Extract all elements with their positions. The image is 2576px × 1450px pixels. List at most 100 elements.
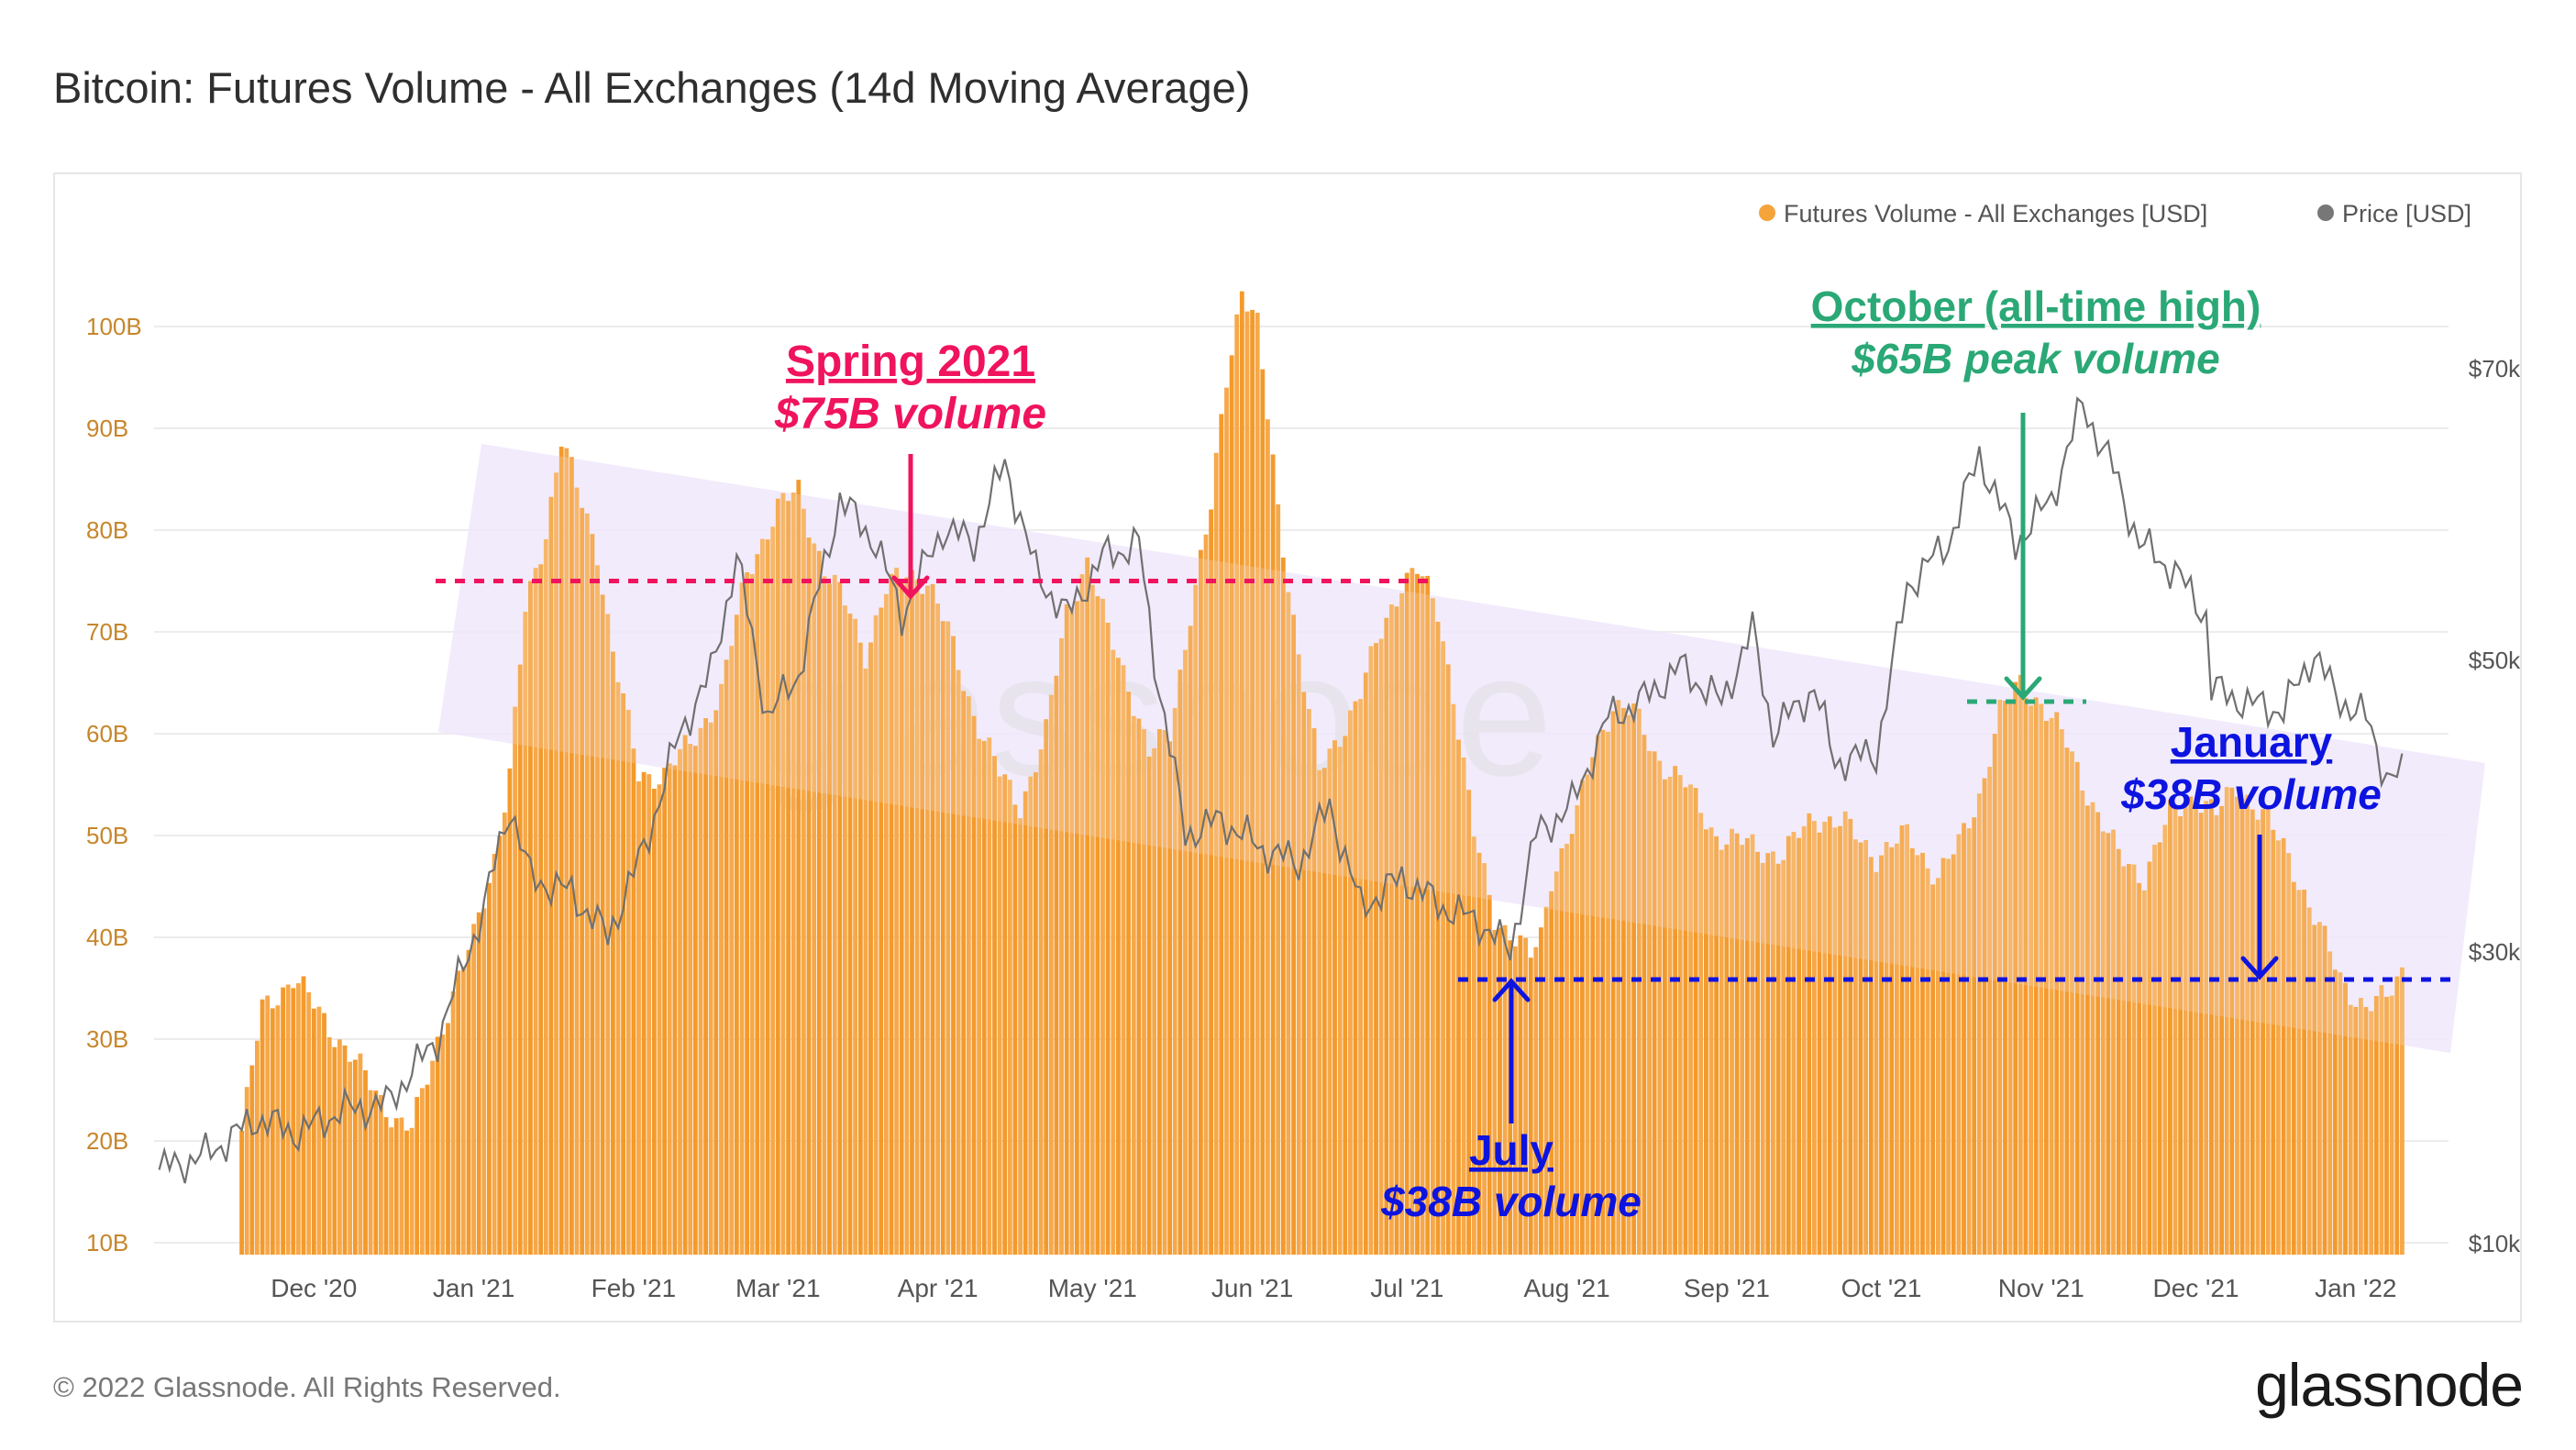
volume-bar	[1838, 825, 1842, 1255]
volume-bar	[296, 983, 301, 1255]
volume-bar	[460, 967, 466, 1255]
volume-bar	[615, 681, 621, 1255]
spring-arrow	[891, 454, 930, 600]
volume-bar	[358, 1053, 363, 1255]
volume-bar	[533, 568, 538, 1255]
volume-bar	[1895, 843, 1899, 1255]
volume-bar	[734, 614, 739, 1255]
october-subtitle: $65B peak volume	[1851, 335, 2219, 382]
volume-bar	[446, 1023, 450, 1255]
volume-bar	[657, 784, 662, 1255]
volume-bar	[2239, 798, 2245, 1255]
volume-bar	[564, 448, 569, 1256]
volume-bar	[2141, 890, 2147, 1255]
legend-price-label[interactable]: Price [USD]	[2342, 200, 2471, 227]
volume-bar	[1111, 649, 1116, 1255]
volume-bar	[2044, 721, 2049, 1255]
x-tick: Dec '20	[271, 1274, 357, 1302]
volume-bar	[383, 1117, 389, 1255]
volume-bar	[2281, 837, 2286, 1255]
volume-bar	[1909, 847, 1915, 1255]
volume-bar	[2188, 796, 2194, 1255]
october-title: October (all-time high)	[1811, 282, 2261, 330]
legend-volume-label[interactable]: Futures Volume - All Exchanges [USD]	[1784, 200, 2207, 227]
volume-bar	[1219, 414, 1224, 1255]
volume-bar	[2095, 812, 2101, 1255]
volume-bar	[1915, 855, 1920, 1255]
volume-bar	[857, 642, 863, 1255]
volume-bar	[1451, 703, 1456, 1255]
volume-bar	[605, 614, 611, 1255]
volume-bar	[1410, 568, 1415, 1255]
volume-bar	[997, 776, 1002, 1255]
volume-bar	[590, 534, 595, 1255]
glassnode-logo: glassnode	[2255, 1351, 2524, 1419]
volume-bar	[1600, 729, 1606, 1255]
volume-bar	[2183, 806, 2188, 1255]
volume-bar	[239, 1130, 245, 1255]
volume-bar	[1327, 748, 1332, 1255]
volume-bar	[456, 970, 461, 1255]
volume-bar	[1167, 741, 1173, 1255]
volume-bar	[2178, 816, 2184, 1255]
price-line	[158, 396, 2404, 1184]
volume-bar	[879, 607, 884, 1255]
volume-bar	[641, 771, 647, 1255]
volume-bar	[1822, 822, 1828, 1255]
volume-bar	[1054, 675, 1059, 1255]
volume-bar	[1229, 355, 1234, 1255]
volume-bar	[2394, 976, 2400, 1255]
volume-bar	[1905, 824, 1910, 1255]
volume-bar	[1301, 692, 1307, 1255]
volume-bar	[1363, 672, 1368, 1255]
volume-bar	[450, 991, 456, 1255]
volume-bar	[1982, 778, 1987, 1255]
volume-bar	[1157, 729, 1162, 1255]
volume-bar	[513, 706, 518, 1255]
y-left-tick: 20B	[86, 1127, 128, 1155]
volume-bar	[698, 727, 703, 1255]
volume-bar	[1059, 637, 1064, 1255]
volume-bar	[1384, 617, 1389, 1255]
volume-bar	[1280, 557, 1286, 1255]
volume-bar	[2369, 1011, 2374, 1255]
volume-bar	[1797, 837, 1802, 1255]
volume-bar	[873, 614, 879, 1255]
volume-bar	[1100, 598, 1105, 1255]
volume-bar	[2224, 787, 2229, 1255]
volume-bar	[1121, 665, 1126, 1255]
volume-bar	[2250, 809, 2255, 1255]
volume-bar	[1899, 825, 1905, 1255]
volume-bar	[1889, 847, 1895, 1255]
y-right-tick: $30k	[2469, 938, 2521, 966]
volume-bar	[368, 1090, 373, 1255]
volume-bar	[2291, 881, 2296, 1255]
volume-bar	[2400, 967, 2405, 1255]
volume-bar	[517, 664, 523, 1255]
volume-bar	[332, 1046, 337, 1255]
volume-bar	[1089, 584, 1095, 1255]
volume-bar	[1368, 646, 1374, 1255]
volume-bar	[373, 1090, 379, 1255]
volume-bar	[1698, 813, 1704, 1255]
volume-bar	[1234, 314, 1240, 1255]
volume-bar	[600, 594, 605, 1255]
volume-bar	[925, 585, 930, 1255]
july-subtitle: $38B volume	[1380, 1178, 1642, 1225]
x-tick: Feb '21	[591, 1274, 677, 1302]
volume-bar	[393, 1118, 399, 1255]
volume-bar	[910, 570, 914, 1255]
volume-bar	[363, 1070, 368, 1255]
volume-bar	[306, 991, 312, 1255]
volume-bar	[440, 1034, 446, 1255]
volume-bar	[2029, 705, 2034, 1255]
volume-bar	[692, 746, 698, 1255]
volume-bar	[1075, 601, 1079, 1255]
volume-bar	[2049, 717, 2054, 1255]
x-tick: Aug '21	[1524, 1274, 1610, 1302]
legend[interactable]: Futures Volume - All Exchanges [USD] Pric…	[1759, 200, 2471, 227]
volume-bar	[2168, 800, 2172, 1255]
volume-bar	[1244, 311, 1250, 1256]
volume-bar	[1940, 858, 1946, 1255]
volume-bar	[2261, 809, 2266, 1255]
